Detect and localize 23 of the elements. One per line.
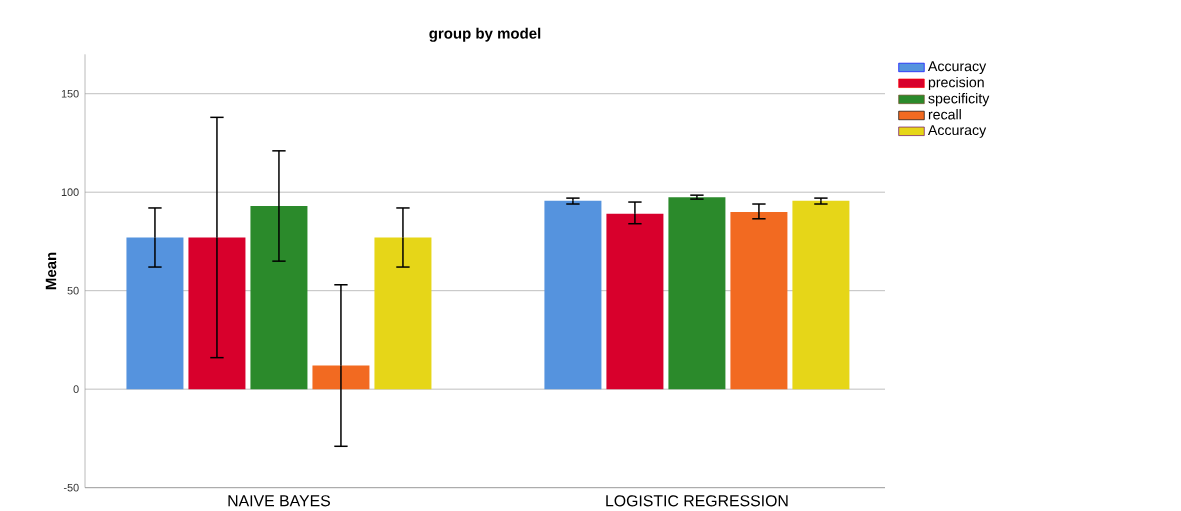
legend-label: recall: [928, 109, 961, 120]
legend-label: Accuracy: [927, 125, 987, 138]
y-tick-label: 150: [61, 89, 79, 98]
bar: [374, 237, 432, 390]
bar: [126, 237, 184, 390]
y-tick-label: 100: [61, 188, 79, 197]
legend-label: specificity: [928, 92, 990, 107]
legend-label: Accuracy: [927, 61, 987, 74]
y-tick-label: -50: [63, 483, 79, 492]
bar: [730, 211, 788, 390]
legend-label: precision: [928, 76, 984, 91]
y-axis-title: Mean: [45, 252, 57, 290]
chart-title: group by model: [429, 27, 541, 42]
bar: [792, 200, 850, 390]
bar: [544, 200, 602, 390]
y-tick-label: 0: [73, 385, 79, 393]
x-tick-label: LOGISTIC REGRESSION: [606, 495, 788, 507]
bar: [312, 365, 370, 390]
x-tick-label: NAIVE BAYES: [228, 495, 330, 507]
bar: [668, 197, 726, 390]
bar: [250, 205, 308, 390]
bar: [606, 213, 664, 390]
y-tick-label: 50: [67, 286, 79, 295]
